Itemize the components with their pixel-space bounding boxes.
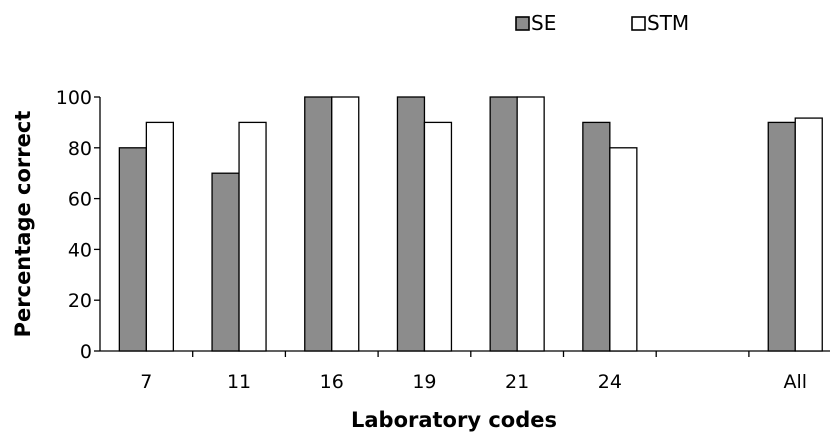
bar-se-24 bbox=[582, 121, 611, 352]
y-tick-label: 0 bbox=[80, 341, 92, 363]
bar-se-16 bbox=[304, 96, 333, 352]
y-axis-title: Percentage correct bbox=[11, 111, 35, 338]
x-axis-title: Laboratory codes bbox=[351, 408, 557, 432]
x-tick-label: 21 bbox=[505, 371, 529, 393]
bar-se-7 bbox=[118, 147, 147, 352]
legend-swatch-se bbox=[515, 16, 530, 31]
legend-swatch-stm bbox=[631, 16, 646, 31]
bar-stm-16 bbox=[331, 96, 360, 352]
x-tick-label: 16 bbox=[320, 371, 344, 393]
bar-se-19 bbox=[396, 96, 426, 352]
x-tick-label: 7 bbox=[140, 371, 152, 393]
legend-label-stm: STM bbox=[647, 11, 689, 35]
bar-se-11 bbox=[211, 172, 240, 352]
y-tick-label: 40 bbox=[68, 239, 92, 261]
y-tick-label: 100 bbox=[56, 87, 92, 109]
bar-stm-21 bbox=[516, 96, 545, 352]
legend: SE STM bbox=[515, 11, 689, 35]
y-axis: 0 20 40 60 80 100 bbox=[56, 87, 101, 363]
bar-stm-24 bbox=[609, 147, 638, 352]
y-tick-label: 20 bbox=[68, 290, 92, 312]
bar-stm-11 bbox=[238, 121, 267, 352]
x-tick-label: 19 bbox=[412, 371, 436, 393]
bar-stm-All bbox=[794, 117, 823, 352]
x-tick-label: 11 bbox=[227, 371, 251, 393]
bar-se-21 bbox=[489, 96, 518, 352]
x-tick-label: All bbox=[783, 371, 807, 393]
bar-se-All bbox=[767, 121, 796, 352]
bars bbox=[118, 96, 823, 352]
bar-stm-19 bbox=[423, 121, 453, 352]
y-tick-label: 80 bbox=[68, 138, 92, 160]
legend-label-se: SE bbox=[531, 11, 556, 35]
x-tick-label: 24 bbox=[598, 371, 622, 393]
bar-stm-7 bbox=[145, 121, 175, 352]
y-tick-label: 60 bbox=[68, 189, 92, 211]
x-axis: 7 11 16 19 21 24 All bbox=[100, 350, 830, 393]
